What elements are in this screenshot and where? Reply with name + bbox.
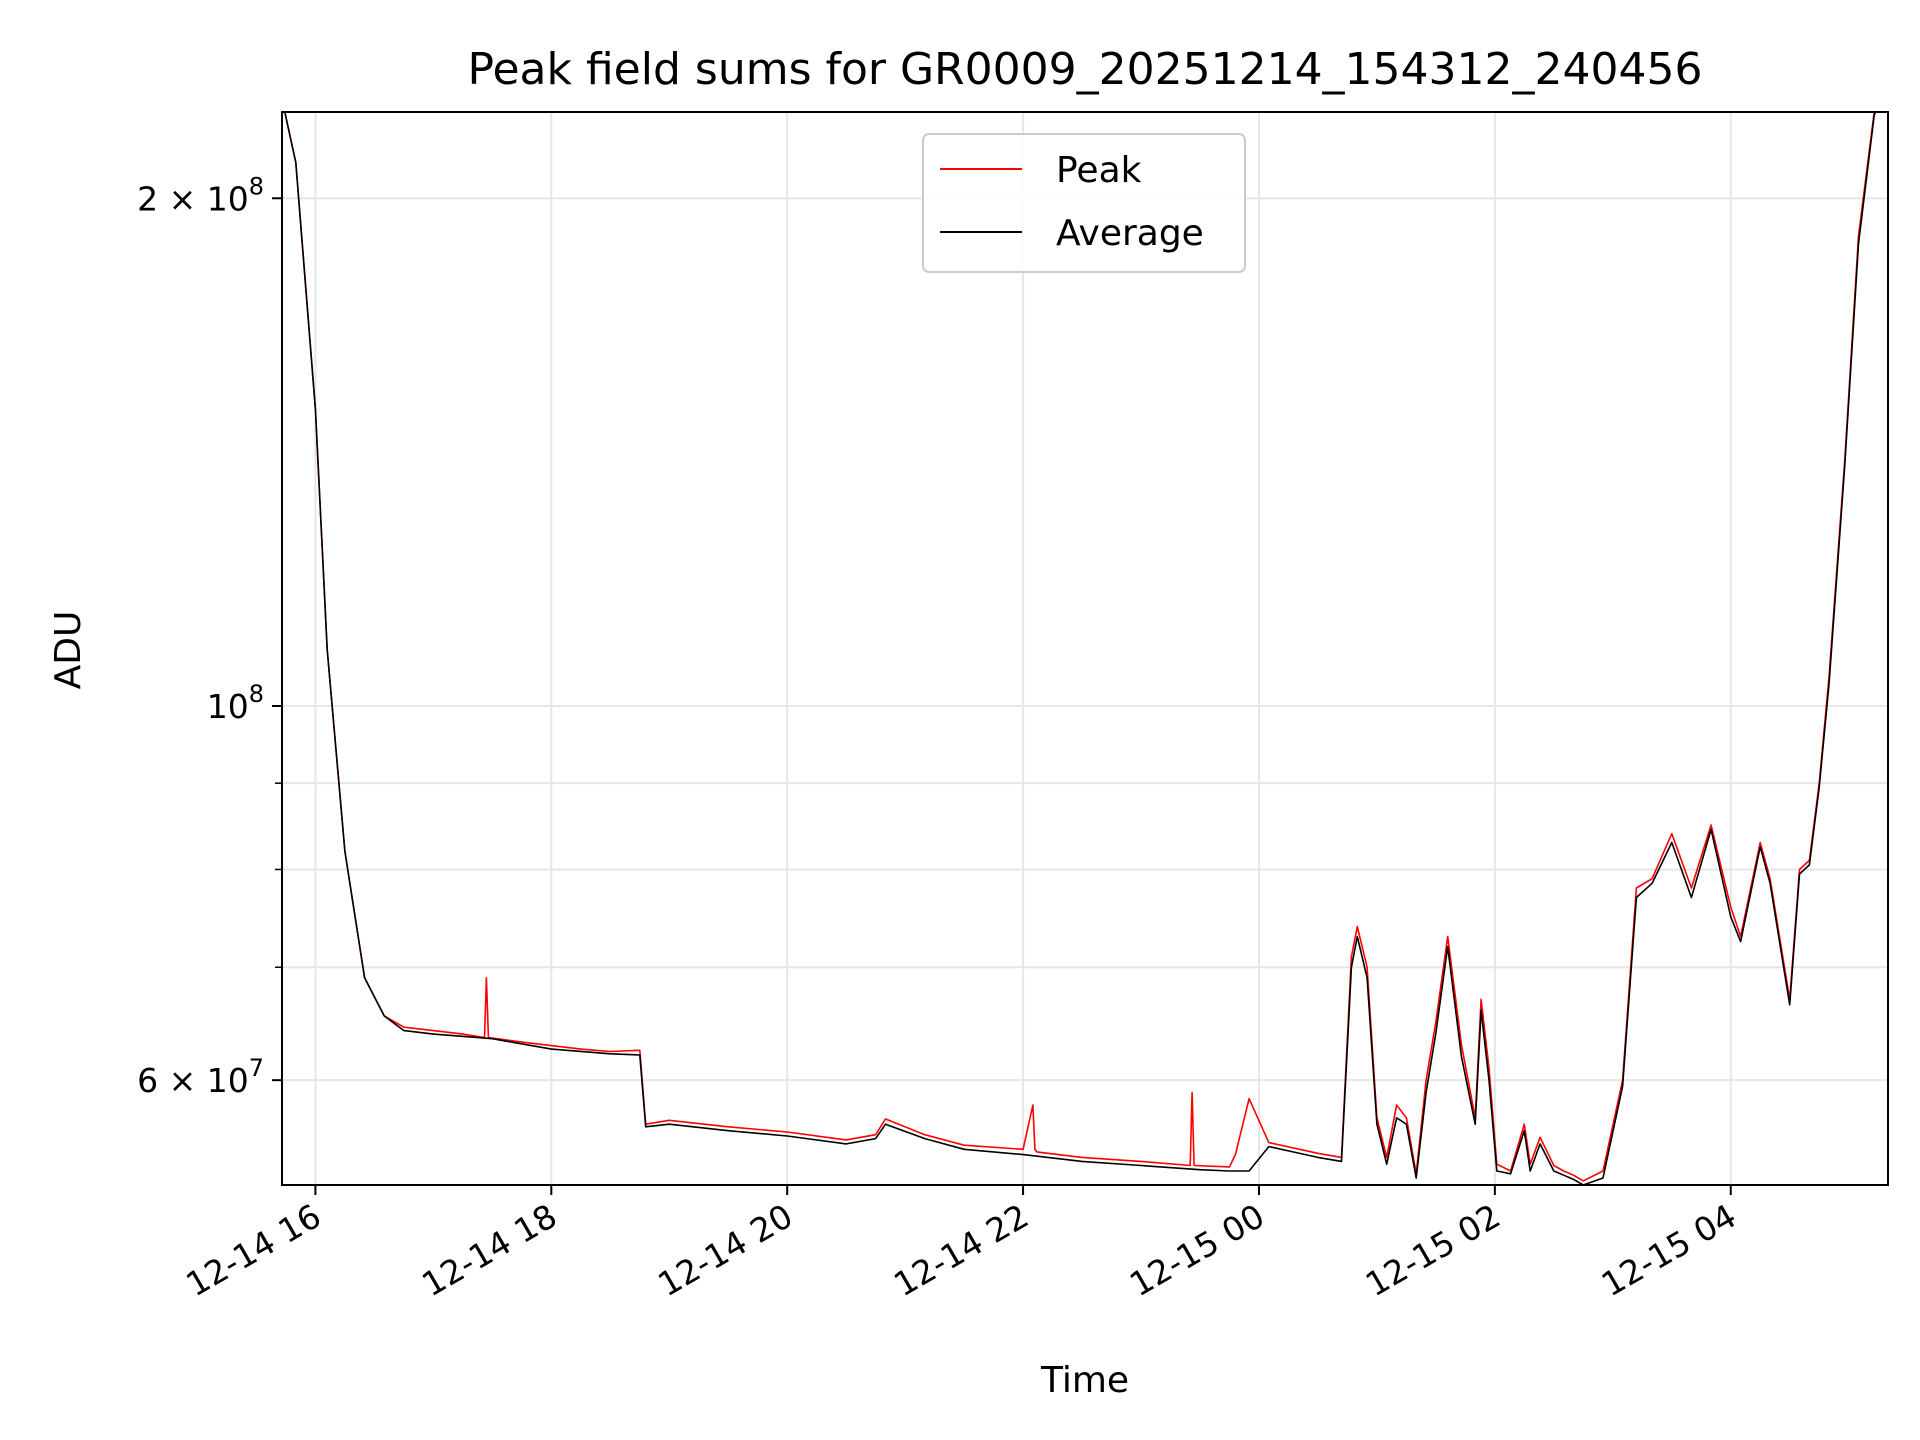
plot-frame	[281, 111, 1889, 1186]
chart-title: Peak field sums for GR0009_20251214_1543…	[468, 44, 1703, 95]
series-average-line	[283, 112, 1877, 1185]
y-tick-label: 2 × 108	[137, 172, 264, 218]
y-axis: 2 × 108 108 6 × 107	[137, 172, 282, 1100]
legend: Peak Average	[922, 133, 1246, 273]
y-tick-label: 108	[207, 680, 264, 726]
legend-average-label: Average	[1056, 213, 1204, 254]
plot-area	[283, 112, 1877, 1185]
y-tick-label: 6 × 107	[137, 1054, 264, 1100]
x-axis-label: Time	[1040, 1360, 1129, 1401]
y-axis-label: ADU	[48, 611, 89, 690]
legend-peak-label: Peak	[1056, 150, 1142, 191]
series-peak-line	[283, 112, 1876, 1182]
